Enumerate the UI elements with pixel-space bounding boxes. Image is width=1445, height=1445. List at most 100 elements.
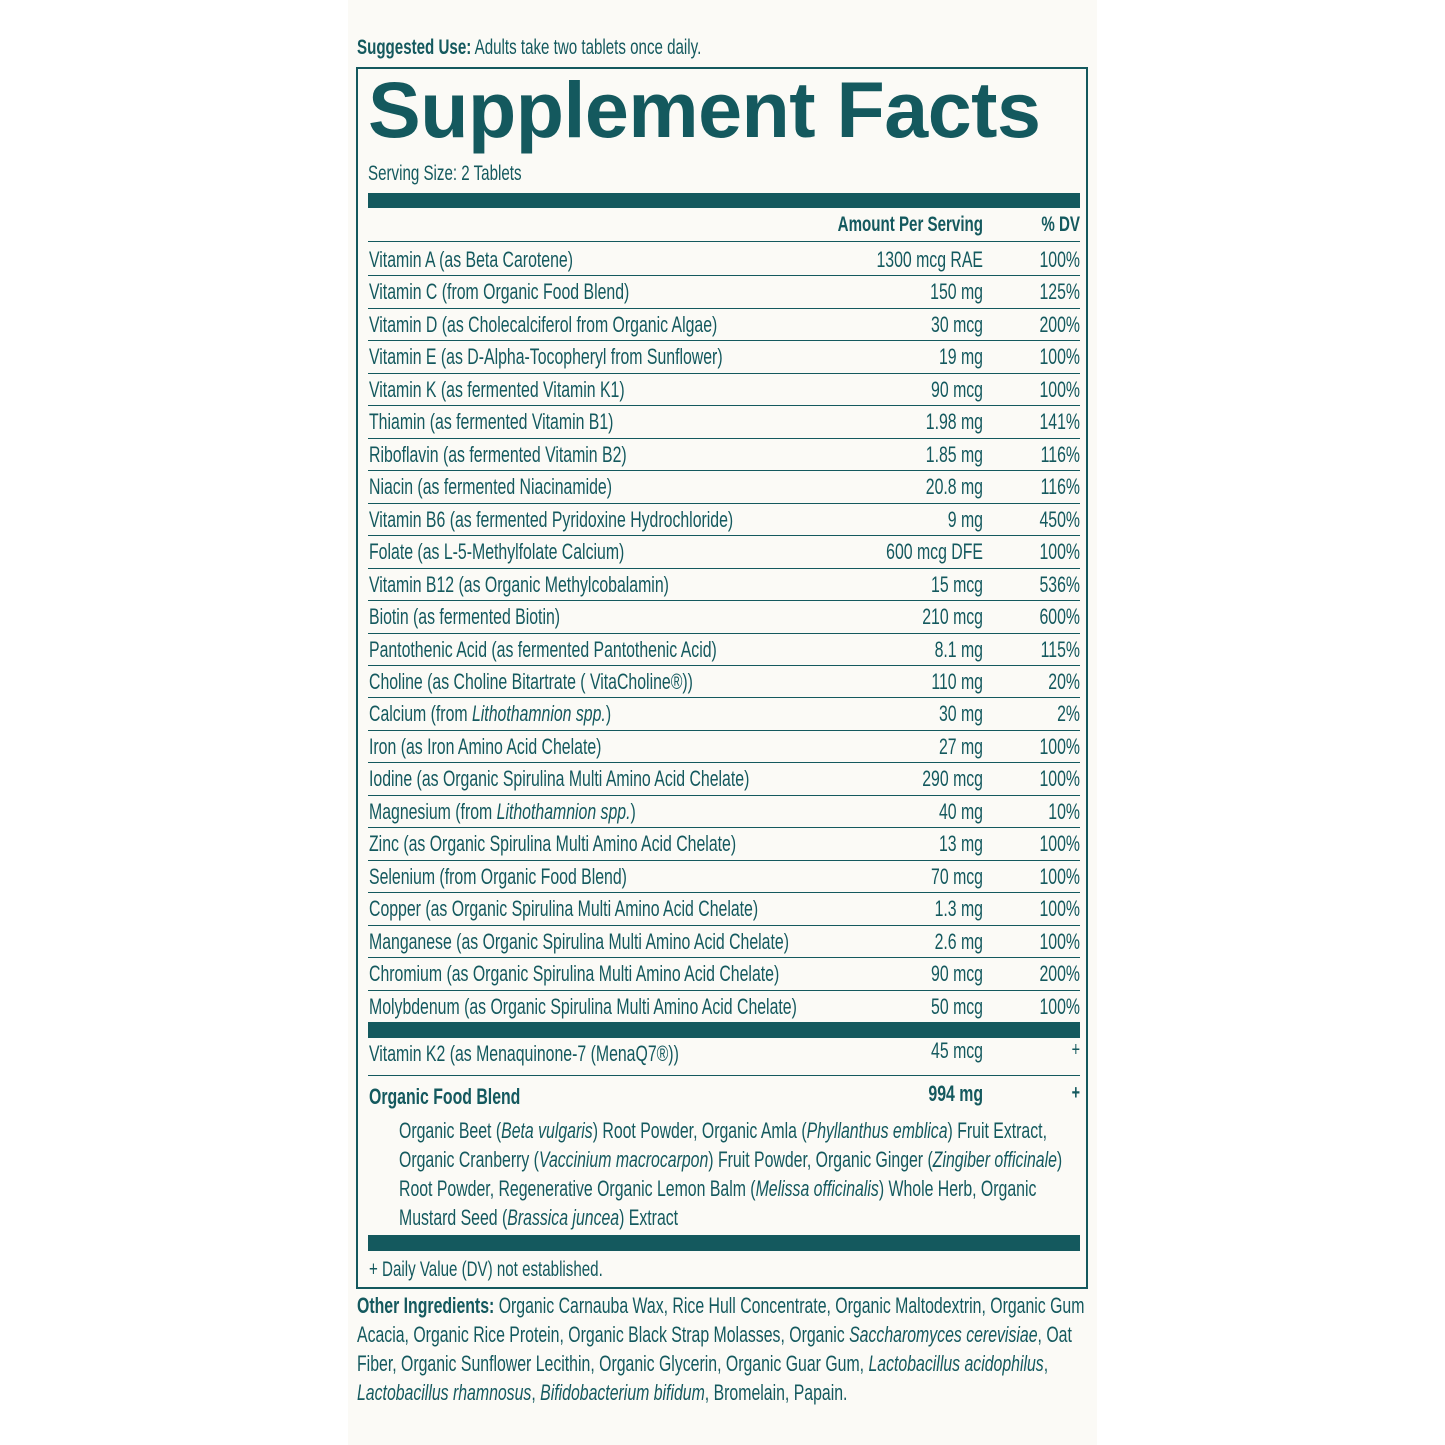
row-rule (368, 307, 1080, 309)
italic-text: Phyllanthus emblica (806, 1118, 948, 1143)
amount: 1.3 mg (733, 895, 983, 924)
other-ingredients: Other Ingredients: Organic Carnauba Wax,… (357, 1291, 1085, 1407)
text: + (1071, 1039, 1080, 1061)
amount: 8.1 mg (733, 636, 983, 665)
amount: 210 mcg (733, 603, 983, 632)
text: 290 mcg (922, 766, 983, 792)
text: Manganese (as Organic Spirulina Multi Am… (369, 928, 789, 954)
text: 200% (1039, 961, 1080, 987)
amount: 50 mcg (733, 993, 983, 1022)
text: 1300 mcg RAE (876, 247, 983, 272)
nutrient-name: Vitamin D (as Cholecalciferol from Organ… (369, 311, 929, 340)
row-rule (368, 535, 1080, 537)
nutrient-name: Manganese (as Organic Spirulina Multi Am… (369, 928, 929, 957)
daily-value: 100% (990, 765, 1080, 794)
text: 40 mg (938, 798, 983, 824)
italic-text: Melissa officinalis (755, 1176, 879, 1201)
text: Riboflavin (as fermented Vitamin B2) (369, 441, 627, 467)
nutrient-name: Vitamin K (as fermented Vitamin K1) (369, 376, 929, 405)
facts-box (356, 67, 1088, 1289)
amount: 40 mg (733, 798, 983, 827)
text: 116% (1040, 441, 1080, 467)
text: ) (605, 701, 612, 727)
text: 90 mcg (931, 961, 983, 987)
text: ) Root Powder, Regenerative Organic Lemo… (399, 1147, 1063, 1201)
serving-size: Serving Size: 2 Tablets (368, 160, 768, 187)
nutrient-name: Iodine (as Organic Spirulina Multi Amino… (369, 765, 929, 794)
row-rule (368, 241, 1080, 242)
row-rule (368, 632, 1080, 634)
text: ) Root Powder, Organic Amla ( (592, 1118, 807, 1143)
text: ) Extract (619, 1205, 679, 1230)
daily-value: 100% (990, 343, 1080, 372)
text: Serving Size: 2 Tablets (368, 162, 522, 185)
nutrient-name: Copper (as Organic Spirulina Multi Amino… (369, 895, 929, 924)
text: 116% (1040, 474, 1080, 500)
nutrient-name: Thiamin (as fermented Vitamin B1) (369, 408, 929, 437)
text: 30 mg (938, 701, 983, 727)
text: Iron (as Iron Amino Acid Chelate) (369, 733, 602, 759)
nutrient-name: Vitamin C (from Organic Food Blend) (369, 278, 929, 307)
text: ) Fruit Extract, Organic Cranberry ( (399, 1118, 1047, 1172)
text: 100% (1039, 733, 1080, 759)
text: Niacin (as fermented Niacinamide) (369, 474, 612, 500)
daily-value: 2% (990, 700, 1080, 729)
daily-value: 600% (990, 603, 1080, 632)
text: 200% (1039, 311, 1080, 337)
text: 100% (1039, 766, 1080, 792)
label-panel (348, 0, 1097, 1445)
text: Thiamin (as fermented Vitamin B1) (369, 409, 614, 435)
text: 9 mg (947, 506, 983, 532)
text: 1.3 mg (934, 896, 983, 922)
daily-value: 100% (990, 863, 1080, 892)
text: + (1071, 1082, 1080, 1104)
daily-value: 115% (990, 636, 1080, 665)
text: 210 mcg (922, 604, 983, 630)
amount: 90 mcg (733, 960, 983, 989)
text: 150 mg (930, 279, 983, 305)
text: 15 mcg (931, 571, 983, 597)
text: 450% (1039, 506, 1080, 532)
text: Vitamin B12 (as Organic Methylcobalamin) (369, 571, 669, 597)
text: 2.6 mg (934, 928, 983, 954)
text: 70 mcg (931, 863, 983, 889)
daily-value: 116% (990, 441, 1080, 470)
text: 141% (1039, 409, 1080, 435)
italic-text: Zingiber officinale (932, 1147, 1057, 1172)
daily-value: 20% (990, 668, 1080, 697)
amount: 19 mg (733, 343, 983, 372)
row-rule (368, 470, 1080, 472)
row-rule (368, 794, 1080, 796)
text: Amount Per Serving (837, 213, 983, 236)
footnote: + Daily Value (DV) not established. (369, 1256, 769, 1283)
text: Organic Food Blend (369, 1084, 521, 1109)
suggested-use: Suggested Use: Adults take two tablets o… (357, 34, 857, 61)
text: Vitamin B6 (as fermented Pyridoxine Hydr… (369, 506, 734, 532)
daily-value: 141% (990, 408, 1080, 437)
amount: 600 mcg DFE (733, 538, 983, 567)
amount: 30 mg (733, 700, 983, 729)
text: 50 mcg (931, 993, 983, 1019)
text: Organic Beet ( (399, 1118, 502, 1143)
daily-value: 450% (990, 506, 1080, 535)
text: Calcium (from (369, 701, 472, 727)
nutrient-name: Biotin (as fermented Biotin) (369, 603, 929, 632)
text: ) Fruit Powder, Organic Ginger ( (708, 1147, 933, 1172)
daily-value: 125% (990, 278, 1080, 307)
daily-value: 116% (990, 473, 1080, 502)
row-rule (368, 957, 1080, 959)
text: , (1043, 1351, 1049, 1376)
text: Folate (as L-5-Methylfolate Calcium) (369, 539, 625, 565)
blend-ingredients: Organic Beet (Beta vulgaris) Root Powder… (399, 1116, 1067, 1232)
nutrient-name: Pantothenic Acid (as fermented Pantothen… (369, 636, 929, 665)
row-rule (368, 600, 1080, 602)
row-rule (368, 275, 1080, 277)
text: 1.85 mg (925, 441, 983, 467)
row-rule (368, 405, 1080, 407)
text: 100% (1039, 247, 1080, 272)
thick-bar (368, 1235, 1080, 1251)
nutrient-name: Organic Food Blend (369, 1083, 929, 1112)
text: 600 mcg DFE (886, 539, 983, 565)
label: Suggested Use: (357, 36, 472, 59)
amount: 70 mcg (733, 863, 983, 892)
